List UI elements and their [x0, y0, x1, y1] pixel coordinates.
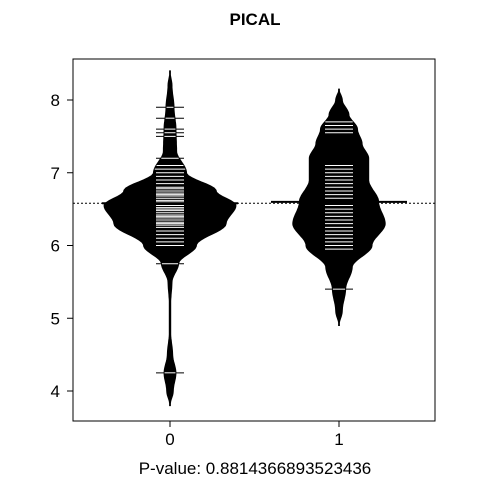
axes-layer: 4 5 6 7 8 0 1	[51, 91, 344, 449]
y-tick-label-4: 4	[51, 382, 60, 401]
y-tick-label-7: 7	[51, 164, 60, 183]
beans-layer	[73, 71, 435, 406]
chart-title: PICAL	[230, 10, 281, 29]
x-axis-label: P-value: 0.8814366893523436	[139, 459, 372, 478]
x-tick-label-1: 1	[334, 430, 343, 449]
y-tick-label-6: 6	[51, 237, 60, 256]
x-tick-label-0: 0	[165, 430, 174, 449]
bean-1	[293, 89, 385, 325]
y-tick-label-5: 5	[51, 309, 60, 328]
y-tick-label-8: 8	[51, 91, 60, 110]
plot-frame	[73, 59, 435, 421]
